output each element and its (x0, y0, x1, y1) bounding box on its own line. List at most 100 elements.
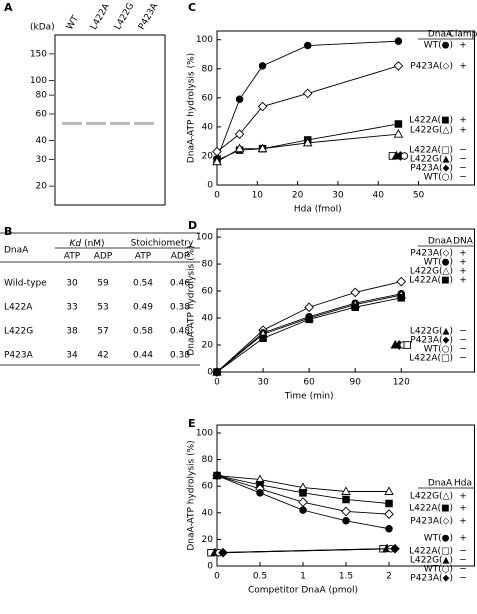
data-point (298, 497, 308, 507)
data-point (394, 120, 403, 128)
data-point (400, 152, 409, 160)
gel-band (86, 121, 106, 125)
table-cell: 0.54 (133, 279, 153, 289)
legend-condition: − (459, 574, 467, 584)
panel-label: E (188, 417, 196, 430)
data-point (341, 486, 351, 495)
y-tick-label: 0 (207, 181, 213, 191)
legend-condition: + (459, 267, 467, 277)
data-point (341, 506, 351, 517)
table-subheader: ATP (64, 252, 81, 262)
table-cell: 0.48 (170, 327, 190, 337)
data-point (403, 341, 412, 349)
table-cell: L422G (4, 327, 33, 337)
y-tick-label: 0 (207, 368, 213, 378)
data-point (394, 37, 403, 45)
legend-condition: − (459, 164, 467, 174)
data-point (213, 368, 221, 376)
legend-header: Clamp (449, 30, 477, 40)
table-cell: 0.58 (133, 327, 153, 337)
y-tick-label: 80 (202, 260, 214, 270)
x-tick-label: 2 (386, 572, 392, 582)
y-tick-label: 60 (202, 482, 214, 492)
x-tick-label: 0 (214, 191, 220, 201)
legend-condition: − (459, 173, 467, 183)
legend-entry: L422A(□) (409, 354, 453, 364)
y-tick-label: 40 (202, 314, 214, 324)
legend-condition: − (459, 336, 467, 346)
table-cell: 53 (97, 303, 108, 313)
legend-entry: L422A(■) (409, 504, 453, 514)
marker-label: 30 (36, 155, 48, 165)
legend-header: Hda (454, 479, 472, 489)
legend-condition: + (459, 504, 467, 514)
legend-condition: − (459, 327, 467, 337)
x-tick-label: 1 (300, 572, 306, 582)
gel-band (62, 121, 82, 125)
legend-entry: L422G(▲) (410, 327, 453, 337)
legend-entry: WT(●) (424, 41, 453, 51)
data-point (393, 129, 404, 138)
data-point (213, 471, 221, 480)
legend-entry: L422A(□) (409, 547, 453, 557)
data-point (342, 495, 350, 504)
y-tick-label: 60 (202, 287, 214, 297)
legend-entry: L422G(▲) (410, 155, 453, 165)
legend-entry: P423A(◆) (410, 574, 453, 584)
y-axis-label: DnaA-ATP hydrolysis (%) (187, 245, 197, 355)
x-axis-label: Competitor DnaA (pmol) (248, 586, 358, 596)
legend-condition: + (459, 126, 467, 136)
data-point (258, 62, 267, 70)
data-point (234, 129, 245, 139)
legend-header: DNA (453, 237, 474, 247)
legend-entry: L422A(■) (409, 276, 453, 286)
legend-condition: − (459, 345, 467, 355)
data-point (257, 143, 268, 153)
data-point (212, 146, 222, 157)
legend-condition: + (459, 492, 467, 502)
data-point (234, 143, 245, 153)
table-cell: 33 (66, 303, 77, 313)
kd-unit: (nM) (84, 239, 105, 249)
legend-entry: L422G(△) (410, 267, 453, 277)
y-tick-label: 0 (207, 562, 213, 572)
legend-entry: P423A(◆) (410, 164, 453, 174)
table-header: Kd (nM) (69, 239, 104, 249)
series-line (216, 281, 402, 373)
plot-frame (216, 30, 475, 186)
data-point (351, 303, 359, 311)
kd-symbol: Kd (69, 239, 81, 249)
table-cell: Wild-type (4, 279, 47, 289)
legend-entry: L422A(■) (409, 116, 453, 126)
lane-label: L422A (89, 1, 112, 31)
legend-condition: + (459, 62, 467, 72)
data-point (305, 315, 313, 324)
y-tick-label: 100 (196, 35, 213, 45)
table-cell: 38 (66, 327, 78, 337)
x-axis-label: Hda (fmol) (294, 205, 342, 215)
legend-entry: WT(○) (424, 345, 453, 355)
legend-condition: − (459, 547, 467, 557)
table-cell: 0.38 (170, 303, 190, 313)
x-tick-label: 30 (332, 191, 344, 201)
legend-entry: P423A(◇) (410, 517, 453, 527)
x-tick-label: 1.5 (339, 572, 353, 582)
data-point (299, 489, 307, 497)
x-tick-label: 20 (292, 191, 304, 201)
y-axis-label: DnaA-ATP hydrolysis (%) (187, 53, 197, 163)
data-point (235, 95, 244, 104)
y-tick-label: 80 (202, 64, 214, 74)
legend-entry: WT(●) (424, 534, 453, 544)
data-point (393, 61, 404, 71)
y-tick-label: 40 (202, 122, 214, 132)
gel-frame (54, 34, 166, 206)
lane-label: P423A (137, 1, 160, 32)
gel-band (110, 121, 130, 125)
panel-label: B (4, 225, 12, 238)
data-point (218, 547, 228, 558)
panel-label: D (188, 219, 197, 232)
legend-condition: + (459, 116, 467, 126)
data-point (303, 41, 312, 50)
panel-label: A (4, 1, 13, 14)
